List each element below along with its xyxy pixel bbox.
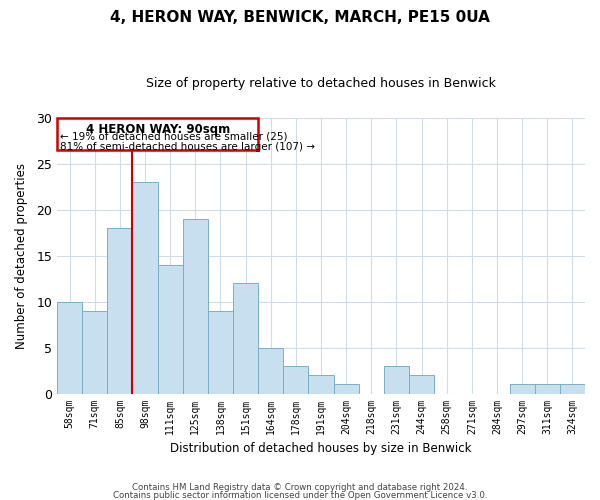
Bar [233, 284, 258, 394]
Bar [82, 311, 107, 394]
Text: 81% of semi-detached houses are larger (107) →: 81% of semi-detached houses are larger (… [59, 142, 314, 152]
Bar [560, 384, 585, 394]
Bar [535, 384, 560, 394]
Bar [57, 118, 258, 150]
Bar [308, 375, 334, 394]
Text: Contains public sector information licensed under the Open Government Licence v3: Contains public sector information licen… [113, 490, 487, 500]
Bar [208, 311, 233, 394]
Bar [334, 384, 359, 394]
Bar [133, 182, 158, 394]
Y-axis label: Number of detached properties: Number of detached properties [15, 163, 28, 349]
Bar [258, 348, 283, 394]
Bar [409, 375, 434, 394]
Bar [107, 228, 133, 394]
Bar [183, 219, 208, 394]
Text: 4 HERON WAY: 90sqm: 4 HERON WAY: 90sqm [86, 122, 230, 136]
X-axis label: Distribution of detached houses by size in Benwick: Distribution of detached houses by size … [170, 442, 472, 455]
Title: Size of property relative to detached houses in Benwick: Size of property relative to detached ho… [146, 78, 496, 90]
Text: 4, HERON WAY, BENWICK, MARCH, PE15 0UA: 4, HERON WAY, BENWICK, MARCH, PE15 0UA [110, 10, 490, 25]
Text: Contains HM Land Registry data © Crown copyright and database right 2024.: Contains HM Land Registry data © Crown c… [132, 484, 468, 492]
Bar [283, 366, 308, 394]
Bar [57, 302, 82, 394]
Text: ← 19% of detached houses are smaller (25): ← 19% of detached houses are smaller (25… [59, 132, 287, 142]
Bar [384, 366, 409, 394]
Bar [158, 265, 183, 394]
Bar [509, 384, 535, 394]
